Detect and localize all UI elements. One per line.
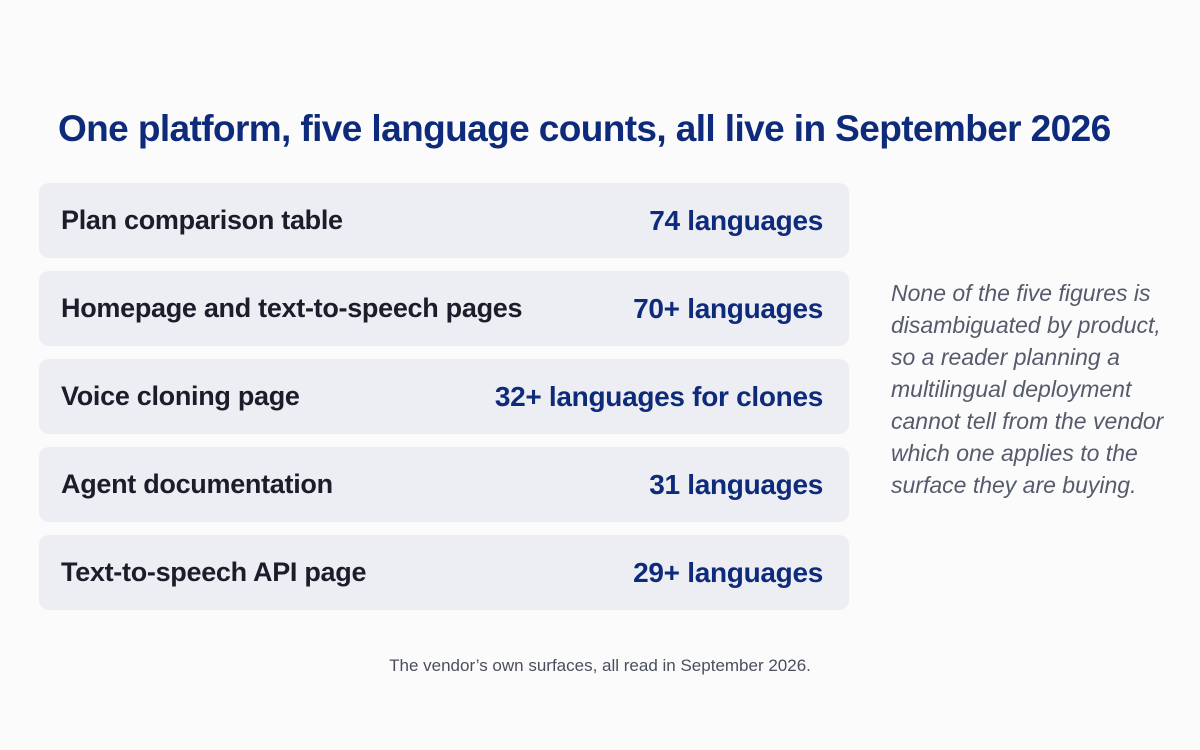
list-item-agent-docs: Agent documentation 31 languages	[39, 447, 849, 522]
side-note: None of the five figures is disambiguate…	[891, 280, 1164, 498]
list-item-voice-cloning: Voice cloning page 32+ languages for clo…	[39, 359, 849, 434]
row-label: Agent documentation	[61, 469, 333, 499]
row-value: 70+ languages	[633, 292, 823, 324]
row-label: Plan comparison table	[61, 205, 343, 235]
row-value: 29+ languages	[633, 556, 823, 588]
row-value: 32+ languages for clones	[494, 380, 823, 412]
row-value: 31 languages	[649, 468, 823, 500]
page-title: One platform, five language counts, all …	[58, 108, 1111, 149]
list-item-homepage-tts: Homepage and text-to-speech pages 70+ la…	[39, 271, 849, 346]
source-caption: The vendor’s own surfaces, all read in S…	[389, 656, 811, 675]
language-count-list: Plan comparison table 74 languages Homep…	[39, 183, 849, 623]
list-item-plan-comparison: Plan comparison table 74 languages	[39, 183, 849, 258]
row-label: Text-to-speech API page	[61, 557, 367, 587]
row-label: Voice cloning page	[61, 381, 300, 411]
row-label: Homepage and text-to-speech pages	[61, 293, 523, 323]
list-item-tts-api: Text-to-speech API page 29+ languages	[39, 535, 849, 610]
row-value: 74 languages	[649, 204, 823, 236]
